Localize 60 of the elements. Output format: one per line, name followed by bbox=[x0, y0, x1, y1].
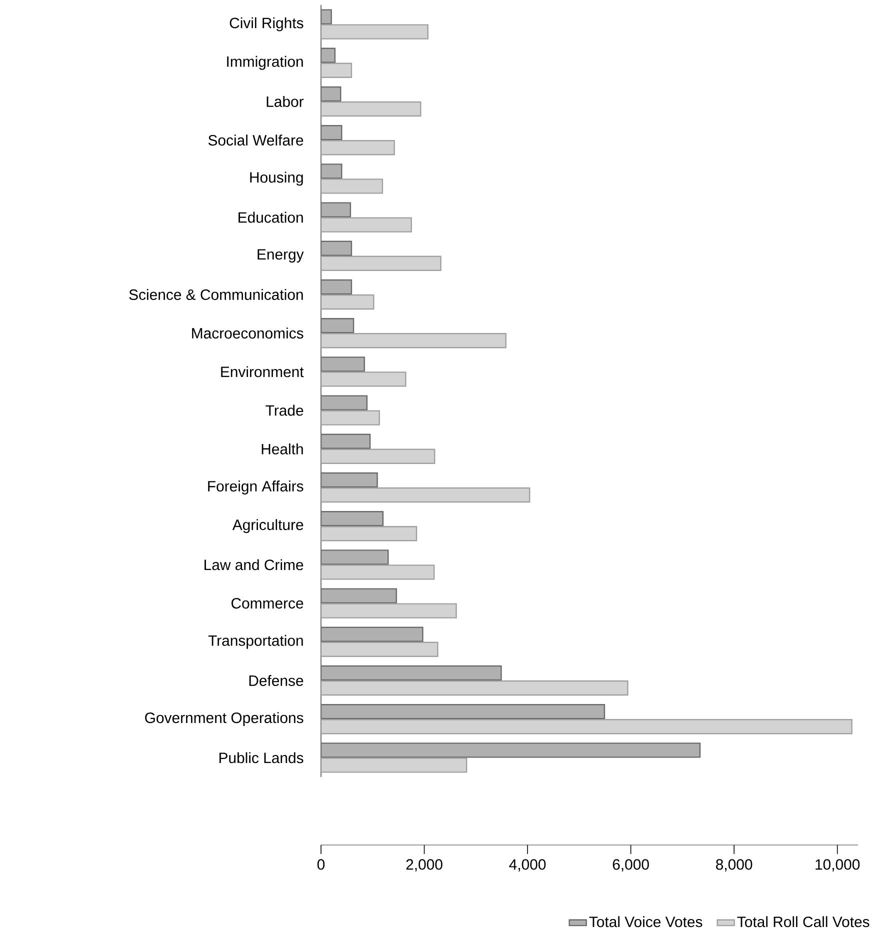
y-tick-label: Science & Communication bbox=[129, 289, 303, 300]
y-tick-label: Labor bbox=[266, 96, 304, 107]
bar bbox=[321, 101, 422, 117]
bar bbox=[321, 588, 397, 604]
x-tick-label: 10,000 bbox=[816, 859, 860, 872]
x-tick-label: 6,000 bbox=[612, 859, 649, 872]
y-tick-label: Defense bbox=[249, 675, 304, 686]
bar bbox=[321, 665, 502, 681]
legend-label: Total Roll Call Votes bbox=[737, 916, 870, 928]
y-tick-label: Energy bbox=[258, 249, 304, 263]
y-tick-label: Agriculture bbox=[232, 519, 304, 534]
x-tick-label: 0 bbox=[317, 859, 325, 870]
y-tick-label: Public Lands bbox=[219, 752, 304, 764]
bar bbox=[321, 395, 368, 410]
bar bbox=[321, 124, 342, 140]
y-tick-label: Education bbox=[238, 212, 303, 223]
bar bbox=[321, 294, 374, 310]
bar bbox=[321, 642, 438, 657]
bar bbox=[321, 9, 332, 24]
bar bbox=[321, 511, 384, 526]
bar bbox=[321, 626, 424, 642]
x-tick-label: 8,000 bbox=[716, 859, 752, 872]
y-tick-label: Foreign Affairs bbox=[208, 480, 304, 494]
bar bbox=[321, 279, 352, 295]
bar bbox=[321, 526, 418, 542]
bar bbox=[321, 256, 442, 271]
y-tick-label: Macroeconomics bbox=[192, 328, 304, 339]
y-tick-label: Housing bbox=[250, 172, 303, 186]
bar bbox=[321, 680, 628, 696]
x-tick-label: 4,000 bbox=[509, 859, 546, 872]
bar bbox=[321, 164, 342, 179]
y-tick-label: Environment bbox=[221, 366, 304, 378]
y-tick-label: Immigration bbox=[227, 56, 303, 70]
bar bbox=[321, 434, 371, 449]
bar bbox=[321, 487, 530, 503]
y-tick-label: Law and Crime bbox=[204, 559, 304, 570]
bar bbox=[321, 48, 336, 63]
bar bbox=[321, 86, 342, 102]
bar bbox=[321, 332, 506, 348]
bar bbox=[321, 62, 352, 78]
bar bbox=[321, 140, 395, 156]
y-tick-label: Trade bbox=[266, 404, 304, 416]
legend-label: Total Voice Votes bbox=[589, 916, 702, 928]
y-tick-label: Commerce bbox=[232, 598, 304, 609]
bar bbox=[321, 719, 852, 734]
y-tick-label: Transportation bbox=[208, 634, 303, 649]
y-tick-label: Government Operations bbox=[145, 712, 304, 726]
bar bbox=[321, 742, 701, 758]
bar bbox=[321, 704, 606, 720]
bar bbox=[321, 448, 436, 464]
y-tick-label: Social Welfare bbox=[208, 134, 304, 146]
bar bbox=[321, 240, 352, 256]
y-tick-label: Health bbox=[262, 443, 303, 454]
bar bbox=[321, 356, 365, 372]
y-tick-label: Civil Rights bbox=[230, 17, 304, 32]
x-tick-label: 2,000 bbox=[406, 859, 442, 872]
bar bbox=[321, 550, 389, 565]
bar bbox=[321, 202, 352, 218]
bar bbox=[321, 472, 378, 488]
bar bbox=[321, 318, 354, 334]
